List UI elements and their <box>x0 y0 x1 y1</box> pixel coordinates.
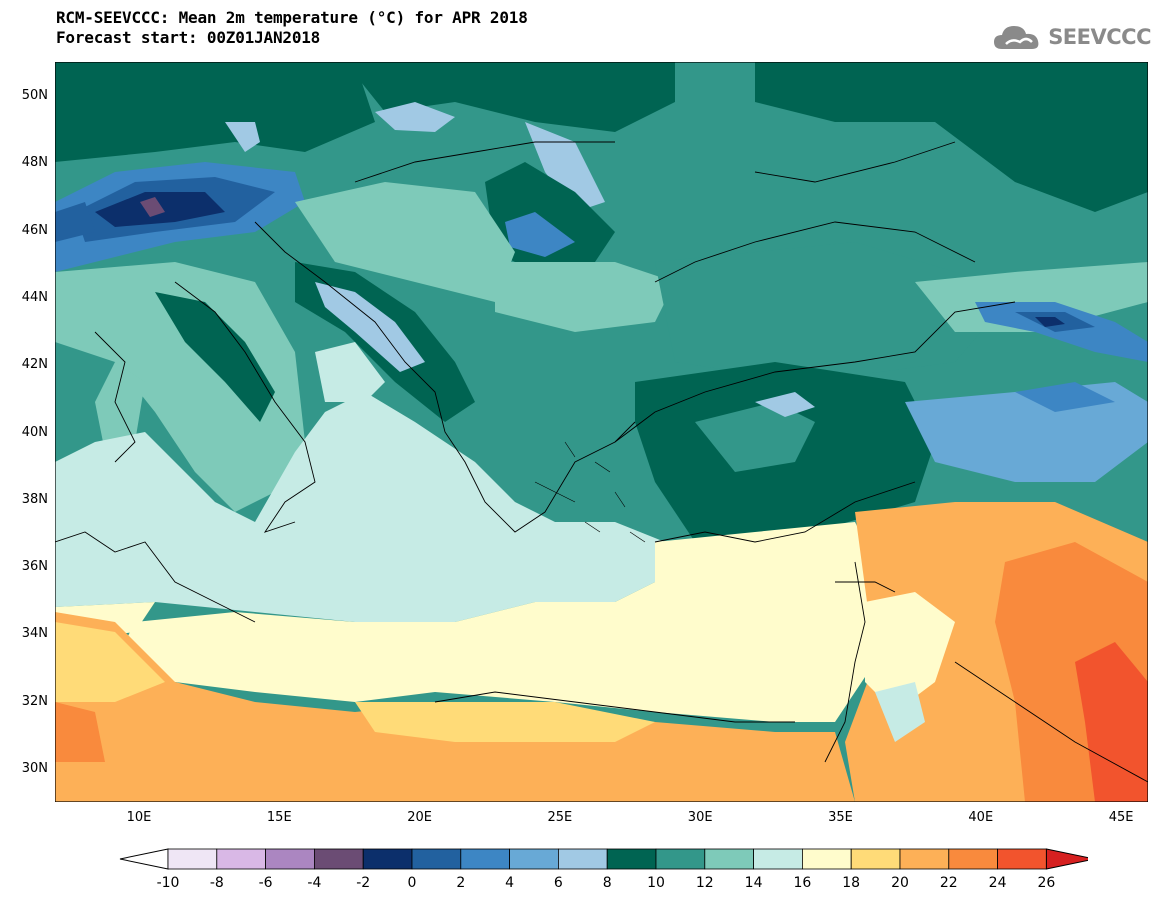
lat-tick-label: 32N <box>21 693 48 709</box>
colorbar-swatch <box>167 848 218 870</box>
colorbar-tick-label: 8 <box>602 875 612 891</box>
colorbar-swatch <box>216 848 267 870</box>
colorbar <box>119 848 1088 870</box>
colorbar-swatch <box>265 848 315 870</box>
colorbar-tick-label: 18 <box>842 875 861 891</box>
colorbar-tick-label: 20 <box>891 875 909 891</box>
lat-tick-label: 40N <box>21 424 48 440</box>
colorbar-tick-label: -2 <box>356 875 371 891</box>
colorbar-tick-label: -10 <box>156 875 180 891</box>
lat-tick-label: 46N <box>21 222 48 238</box>
lat-tick-label: 34N <box>21 626 48 642</box>
colorbar-tick-label: -8 <box>209 875 224 891</box>
colorbar-tick-label: 16 <box>793 875 812 891</box>
colorbar-tick-label: 4 <box>505 875 515 891</box>
colorbar-swatch <box>704 848 754 870</box>
lat-tick-label: 42N <box>21 357 48 373</box>
lat-tick-label: 36N <box>21 559 48 575</box>
lat-tick-label: 38N <box>21 491 48 507</box>
map-canvas <box>55 62 1148 802</box>
colorbar-tick-label: 12 <box>695 875 714 891</box>
lon-tick-label: 20E <box>407 810 432 825</box>
colorbar-over-arrow <box>1045 848 1088 870</box>
colorbar-tick-label: 24 <box>988 875 1007 891</box>
lon-tick-label: 45E <box>1108 810 1134 825</box>
colorbar-tick-label: 14 <box>744 875 763 891</box>
colorbar-tick-label: 0 <box>407 875 417 891</box>
title-line-2: Forecast start: 00Z01JAN2018 <box>56 28 321 47</box>
lon-tick-label: 40E <box>968 810 994 825</box>
seevccc-logo: SEEVCCC <box>992 22 1151 52</box>
colorbar-tick-label: 26 <box>1037 875 1056 891</box>
title-line-1: RCM-SEEVCCC: Mean 2m temperature (°C) fo… <box>56 8 528 27</box>
colorbar-tick-label: -4 <box>307 875 322 891</box>
colorbar-swatch <box>460 848 510 870</box>
colorbar-tick-label: 22 <box>939 875 958 891</box>
colorbar-swatch <box>655 848 706 870</box>
colorbar-under-arrow <box>119 848 169 870</box>
lat-tick-label: 30N <box>21 761 48 776</box>
lat-tick-label: 50N <box>21 88 48 103</box>
colorbar-swatch <box>362 848 413 870</box>
map-title: RCM-SEEVCCC: Mean 2m temperature (°C) fo… <box>56 8 528 48</box>
lat-tick-label: 44N <box>21 289 48 305</box>
colorbar-swatch <box>557 848 608 870</box>
colorbar-tick-label: 10 <box>647 875 665 891</box>
colorbar-swatch <box>411 848 462 870</box>
lon-tick-label: 35E <box>828 810 853 825</box>
colorbar-swatch <box>509 848 559 870</box>
colorbar-tick-label: 6 <box>553 875 563 891</box>
lat-tick-label: 48N <box>21 155 48 171</box>
colorbar-swatch <box>948 848 998 870</box>
colorbar-tick-label: 2 <box>456 875 466 891</box>
logo-text: SEEVCCC <box>1048 25 1151 49</box>
colorbar-swatch <box>802 848 852 870</box>
temperature-map <box>55 62 1148 802</box>
lon-tick-label: 30E <box>687 810 713 825</box>
colorbar-swatch <box>899 848 950 870</box>
lon-tick-label: 15E <box>266 810 292 825</box>
colorbar-swatch <box>313 848 364 870</box>
colorbar-swatch <box>997 848 1047 870</box>
lon-tick-label: 10E <box>126 810 152 825</box>
cloud-icon <box>994 26 1039 49</box>
lon-tick-label: 25E <box>547 810 573 825</box>
colorbar-swatch <box>606 848 657 870</box>
colorbar-swatch <box>850 848 901 870</box>
colorbar-tick-label: -6 <box>258 875 273 891</box>
colorbar-swatch <box>753 848 803 870</box>
